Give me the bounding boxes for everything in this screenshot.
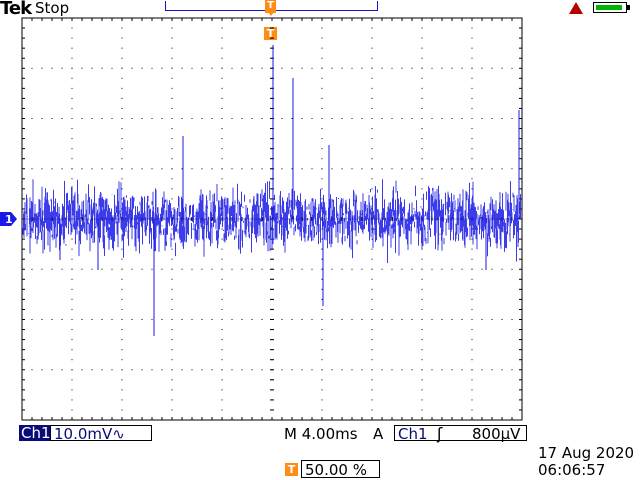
trigger-position-percent[interactable]: 50.00 % — [305, 461, 367, 479]
date-readout: 17 Aug 2020 — [538, 444, 635, 462]
battery-icon — [593, 2, 630, 13]
settings-readout: Ch1 10.0mV∿ M 4.00ms A Ch1 ʃ 800µV — [0, 424, 640, 443]
trigger-position-box — [301, 460, 380, 478]
status-bar: Tek Stop T — [0, 0, 640, 19]
trigger-box — [394, 425, 527, 441]
vertical-scale[interactable]: 10.0mV∿ — [54, 425, 125, 443]
trigger-mode: A — [373, 425, 384, 443]
waveform-trace — [22, 179, 521, 264]
acquisition-status: Stop — [35, 0, 70, 17]
brand-logo: Tek — [0, 0, 32, 19]
ac-coupling-icon: ∿ — [112, 425, 125, 443]
rising-edge-icon: ʃ — [437, 424, 443, 443]
warning-triangle-icon — [569, 2, 583, 14]
trigger-record-marker: T — [265, 0, 276, 16]
channel-1-ground-marker[interactable]: 1 — [0, 211, 17, 226]
timebase-readout[interactable]: M 4.00ms — [284, 425, 358, 443]
trigger-level[interactable]: 800µV — [472, 425, 521, 443]
channel-1-label: 1 — [5, 213, 13, 226]
trigger-source[interactable]: Ch1 — [398, 425, 428, 443]
trigger-position-icon: T — [285, 463, 298, 476]
scale-box — [50, 425, 152, 441]
time-readout: 06:06:57 — [538, 461, 606, 479]
channel-badge[interactable]: Ch1 — [19, 424, 53, 442]
trigger-position-marker[interactable]: T — [264, 27, 277, 40]
